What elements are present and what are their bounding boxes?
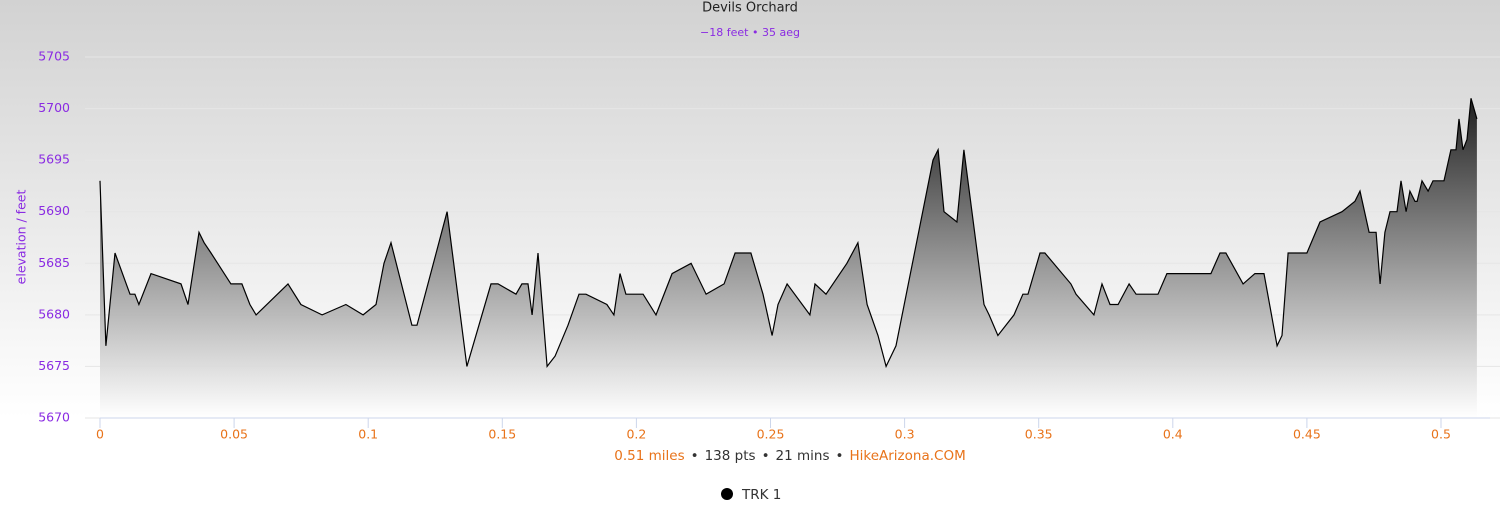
footer: 0.51 miles • 138 pts • 21 mins • HikeArizona.C… xyxy=(614,448,965,464)
footer-item: 138 pts xyxy=(705,448,756,464)
chart-subtitle: −18 feet • 35 aeg xyxy=(700,26,800,39)
x-tick-label: 0.35 xyxy=(1025,427,1053,442)
x-tick-label: 0.25 xyxy=(757,427,785,442)
elevation-line xyxy=(99,98,1478,369)
y-axis-title: elevation / feet xyxy=(14,190,29,285)
y-tick-label: 5675 xyxy=(38,358,70,373)
chart-title: Devils Orchard xyxy=(702,1,798,16)
y-tick-label: 5695 xyxy=(38,152,70,167)
y-tick-label: 5705 xyxy=(38,49,70,64)
y-tick-label: 5700 xyxy=(38,100,70,115)
footer-item: 21 mins xyxy=(776,448,830,464)
footer-separator: • xyxy=(691,448,699,464)
footer-separator: • xyxy=(762,448,770,464)
x-axis: 0 0.05 0.1 0.15 0.2 0.25 0.3 0.35 0.4 0.45 0.5 xyxy=(96,418,1451,442)
footer-item: 0.51 miles xyxy=(614,448,684,464)
x-tick-label: 0.15 xyxy=(488,427,516,442)
legend-label[interactable]: TRK 1 xyxy=(741,487,781,503)
plot xyxy=(99,98,1478,419)
x-tick-label: 0 xyxy=(96,427,104,442)
x-tick-label: 0.4 xyxy=(1163,427,1183,442)
x-tick-label: 0.2 xyxy=(626,427,646,442)
y-tick-label: 5690 xyxy=(38,203,70,218)
area-fill xyxy=(100,98,1477,419)
x-tick-label: 0.05 xyxy=(220,427,248,442)
legend[interactable]: TRK 1 xyxy=(721,487,781,503)
x-tick-label: 0.1 xyxy=(358,427,378,442)
y-tick-label: 5685 xyxy=(38,255,70,270)
x-tick-label: 0.3 xyxy=(895,427,915,442)
footer-separator: • xyxy=(836,448,844,464)
y-tick-label: 5670 xyxy=(38,410,70,425)
legend-marker xyxy=(721,488,733,500)
y-tick-label: 5680 xyxy=(38,306,70,321)
x-tick-label: 0.45 xyxy=(1293,427,1321,442)
footer-item: HikeArizona.COM xyxy=(849,448,965,464)
x-tick-label: 0.5 xyxy=(1431,427,1451,442)
grid: 5670 5675 5680 5685 5690 5695 5700 5705 xyxy=(38,49,1500,425)
